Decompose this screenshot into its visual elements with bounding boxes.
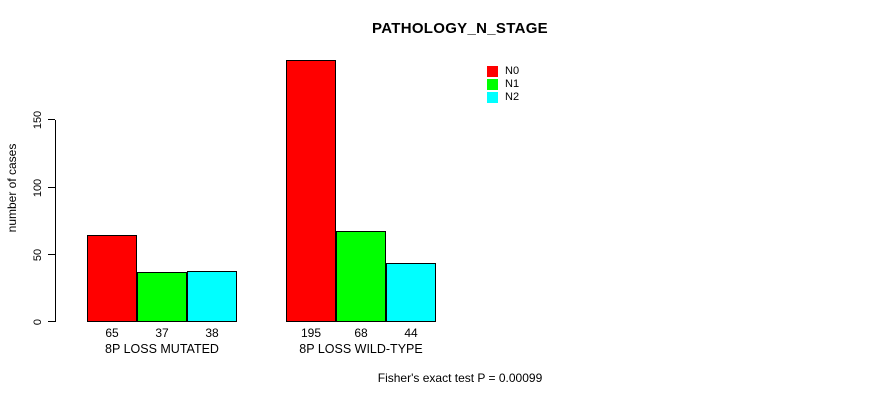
y-tick-mark: [48, 119, 55, 120]
legend-item-n1: N1: [487, 78, 519, 91]
bar-n1: [336, 231, 386, 322]
bar-value-label: 195: [300, 326, 322, 340]
bar-n0: [286, 60, 336, 322]
bar-n0: [87, 235, 137, 322]
legend: N0 N1 N2: [487, 65, 519, 104]
bar-value-label: 68: [354, 326, 368, 340]
legend-label: N1: [505, 78, 520, 90]
legend-item-n2: N2: [487, 91, 519, 104]
legend-swatch-icon: [487, 92, 498, 103]
legend-swatch-icon: [487, 66, 498, 77]
bar-value-label: 38: [205, 326, 219, 340]
y-tick-label: 100: [32, 178, 44, 198]
legend-label: N0: [505, 65, 520, 77]
annotation-text: Fisher's exact test P = 0.00099: [377, 371, 543, 385]
legend-label: N2: [505, 91, 520, 103]
y-tick-label: 150: [32, 110, 44, 130]
x-category-label: 8P LOSS WILD-TYPE: [299, 342, 423, 356]
bar-n1: [137, 272, 187, 322]
bar-n2: [386, 263, 436, 322]
x-category-label: 8P LOSS MUTATED: [105, 342, 219, 356]
y-tick-mark: [48, 321, 55, 322]
bar-value-label: 44: [404, 326, 418, 340]
bar-value-label: 65: [105, 326, 119, 340]
legend-item-n0: N0: [487, 65, 519, 78]
chart-title: PATHOLOGY_N_STAGE: [372, 20, 548, 37]
y-axis-label: number of cases: [5, 143, 19, 233]
y-tick-label: 50: [32, 248, 44, 262]
bar-n2: [187, 271, 237, 322]
y-tick-mark: [48, 187, 55, 188]
bar-value-label: 37: [155, 326, 169, 340]
y-tick-mark: [48, 254, 55, 255]
y-tick-label: 0: [32, 318, 44, 326]
y-axis-line: [55, 120, 56, 322]
legend-swatch-icon: [487, 79, 498, 90]
